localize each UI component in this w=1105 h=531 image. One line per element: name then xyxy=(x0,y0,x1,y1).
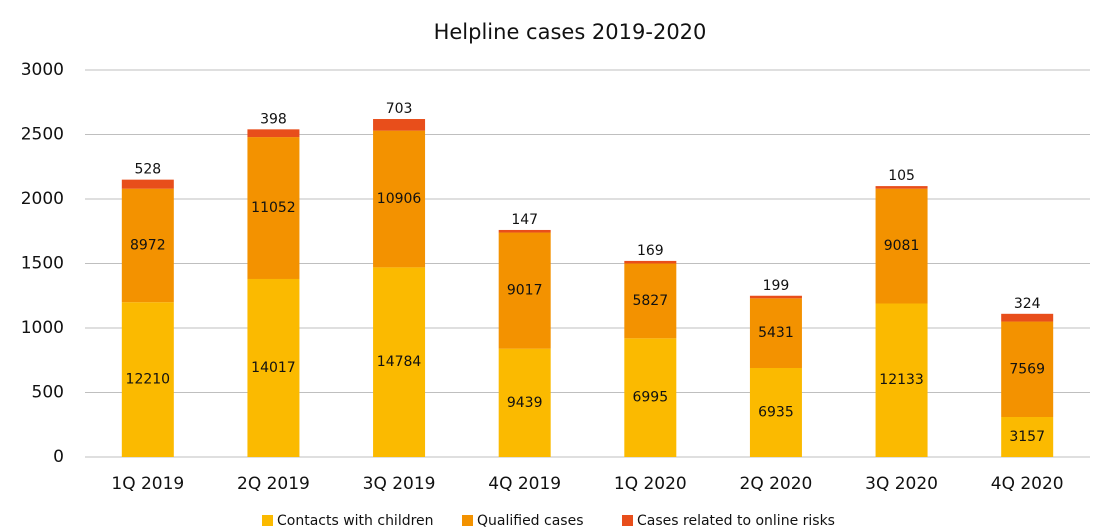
data-label: 199 xyxy=(763,278,790,294)
data-label: 10906 xyxy=(377,191,422,207)
data-label: 14784 xyxy=(377,354,422,370)
x-tick-label: 3Q 2019 xyxy=(363,474,436,494)
bar-segment xyxy=(373,267,426,457)
data-label: 528 xyxy=(134,162,161,178)
bar-segment xyxy=(1001,321,1054,418)
bar-segment xyxy=(624,260,677,264)
data-label: 398 xyxy=(260,111,287,127)
x-tick-label: 2Q 2020 xyxy=(740,474,813,494)
legend-label: Contacts with children xyxy=(277,513,434,529)
y-tick-label: 500 xyxy=(32,383,64,403)
legend-swatch xyxy=(462,515,473,526)
chart-title: Helpline cases 2019-2020 xyxy=(434,20,707,44)
bar-segment xyxy=(121,179,174,189)
data-label: 14017 xyxy=(251,360,296,376)
bar-segment xyxy=(624,338,677,457)
bar-segment xyxy=(247,137,300,279)
data-label: 8972 xyxy=(130,237,166,253)
bar-segment xyxy=(749,298,802,368)
bar-segment xyxy=(247,129,300,138)
bar-segment xyxy=(121,188,174,303)
y-tick-label: 1500 xyxy=(21,254,64,274)
data-label: 11052 xyxy=(251,200,296,216)
bar-segment xyxy=(875,188,928,304)
bar-segment xyxy=(373,130,426,268)
bar-segment xyxy=(749,295,802,299)
x-tick-label: 3Q 2020 xyxy=(865,474,938,494)
data-label: 324 xyxy=(1014,296,1041,312)
legend-swatch xyxy=(262,515,273,526)
x-tick-label: 1Q 2020 xyxy=(614,474,687,494)
x-tick-label: 2Q 2019 xyxy=(237,474,310,494)
data-label: 169 xyxy=(637,243,664,259)
data-label: 9017 xyxy=(507,283,543,299)
data-label: 6995 xyxy=(632,390,668,406)
bar-segment xyxy=(498,232,551,349)
bar-segment xyxy=(875,303,928,457)
data-label: 7569 xyxy=(1009,361,1045,377)
x-tick-label: 1Q 2019 xyxy=(111,474,184,494)
data-label: 12133 xyxy=(879,372,924,388)
bar-segment xyxy=(749,367,802,457)
data-label: 12210 xyxy=(126,372,171,388)
data-label: 9081 xyxy=(884,238,920,254)
data-label: 105 xyxy=(888,168,915,184)
data-label: 9439 xyxy=(507,395,543,411)
data-label: 703 xyxy=(386,101,413,117)
data-label: 5827 xyxy=(632,293,668,309)
bar-segment xyxy=(498,229,551,233)
data-label: 5431 xyxy=(758,325,794,341)
legend-label: Qualified cases xyxy=(477,513,584,529)
bar-segment xyxy=(624,263,677,339)
bar-segment xyxy=(373,119,426,131)
bar-segment xyxy=(121,302,174,457)
bar-segment xyxy=(498,348,551,457)
y-tick-label: 3000 xyxy=(21,60,64,80)
y-tick-label: 2000 xyxy=(21,189,64,209)
bar-segment xyxy=(1001,313,1054,322)
bar-segment xyxy=(875,186,928,189)
legend-swatch xyxy=(622,515,633,526)
data-label: 6935 xyxy=(758,404,794,420)
x-tick-label: 4Q 2020 xyxy=(991,474,1064,494)
bar-segment xyxy=(247,278,300,457)
y-tick-label: 2500 xyxy=(21,125,64,145)
data-label: 3157 xyxy=(1009,429,1045,445)
y-tick-label: 0 xyxy=(53,447,64,467)
legend-label: Cases related to online risks xyxy=(637,513,835,529)
x-tick-label: 4Q 2019 xyxy=(488,474,561,494)
data-label: 147 xyxy=(511,212,538,228)
y-tick-label: 1000 xyxy=(21,318,64,338)
bar-segment xyxy=(1001,417,1054,457)
